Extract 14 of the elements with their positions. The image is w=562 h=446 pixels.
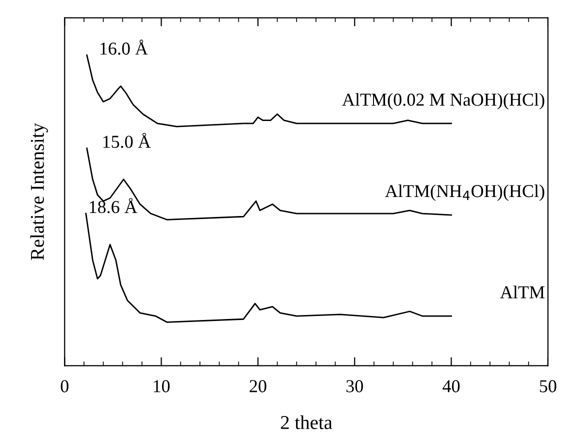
x-tick-label: 20 — [250, 380, 266, 392]
annotation: 18.6 Å — [90, 198, 138, 214]
x-axis-title: 2 theta — [280, 415, 332, 430]
x-tick-label: 10 — [154, 380, 170, 392]
series-label: AlTM(0.02 M NaOH)(HCl) — [342, 93, 544, 110]
x-tick-label: 50 — [540, 380, 556, 392]
x-tick-label: 40 — [442, 380, 460, 392]
annotation: 15.0 Å — [103, 132, 151, 148]
annotation: 16.0 Å — [100, 40, 148, 55]
y-axis-title: Relative Intensity — [30, 123, 48, 260]
text: AlTM — [500, 286, 545, 298]
x-tick-label: 0 — [60, 380, 68, 392]
x-tick-label: 30 — [346, 380, 363, 392]
series-label: AlTM(NH$_{4}$OH)(HCl) — [385, 184, 544, 201]
